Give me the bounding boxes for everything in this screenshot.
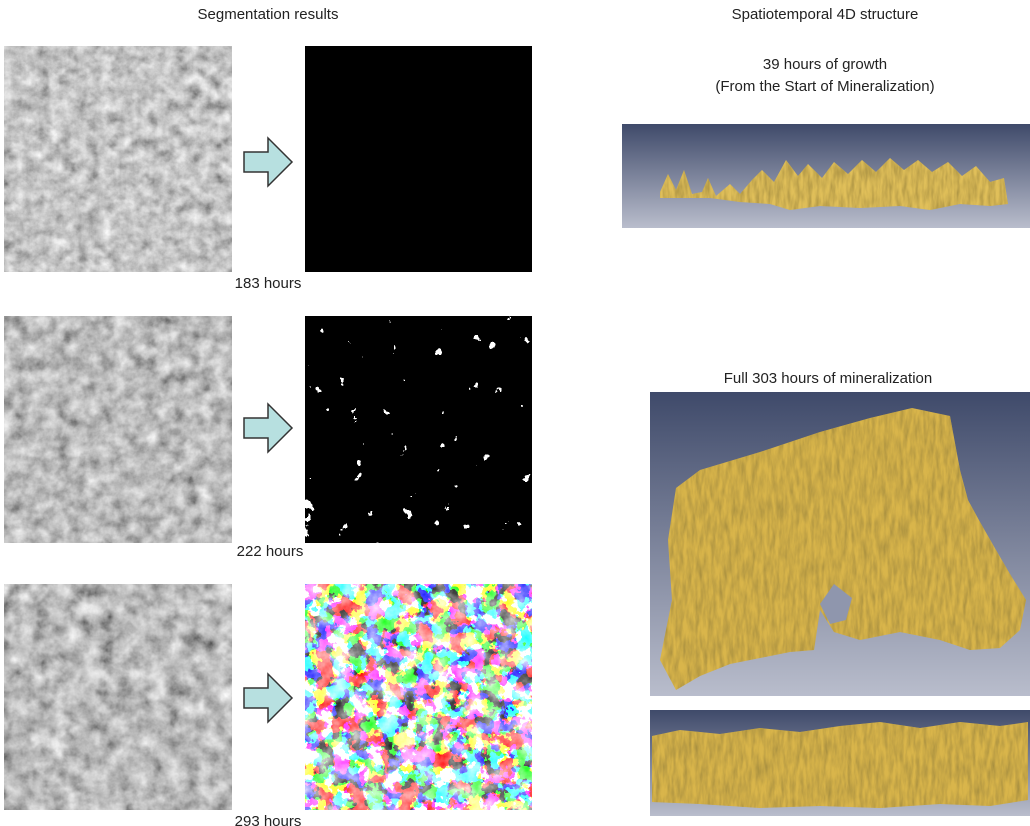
arrow [243,136,294,188]
panel-subtitle: (From the Start of Mineralization) [715,78,934,95]
row-label: 183 hours [235,275,302,292]
segmented-image [305,316,532,543]
row-label: 293 hours [235,813,302,826]
structure-render [660,408,1026,690]
arrow [243,672,294,724]
right-title: Spatiotemporal 4D structure [732,6,919,23]
left-title: Segmentation results [198,6,339,23]
raw-image [4,46,232,272]
row-label: 222 hours [237,543,304,560]
raw-image [4,584,232,810]
structure-render [660,158,1008,210]
structure-hole [820,584,852,624]
panel-title: Full 303 hours of mineralization [724,370,932,387]
panel-title: 39 hours of growth [763,56,887,73]
structure-render [652,722,1028,808]
arrow [243,402,294,454]
segmented-image [305,584,532,810]
segmented-image [305,46,532,272]
raw-image [4,316,232,543]
